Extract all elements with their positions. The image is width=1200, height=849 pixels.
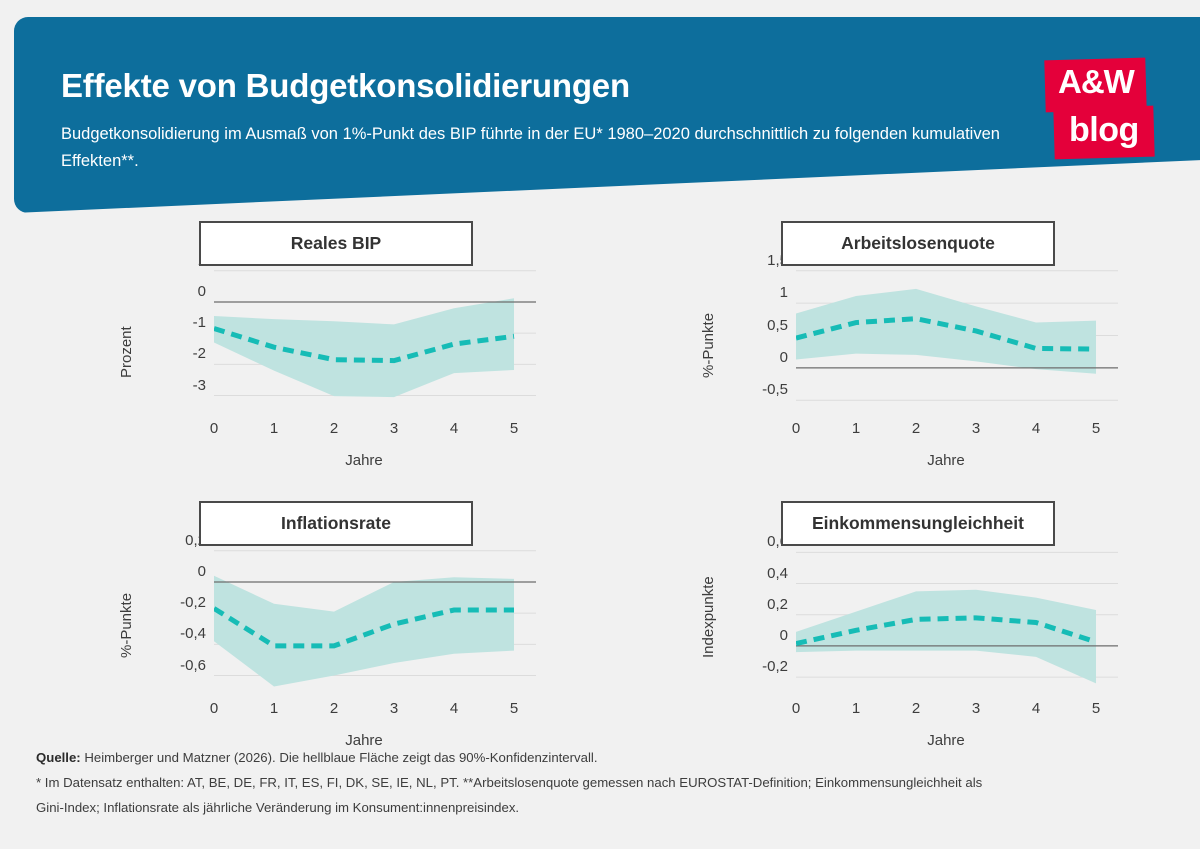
y-axis-tick-label: -0,5 (762, 381, 788, 399)
footnote-source: Quelle: Heimberger und Matzner (2026). D… (36, 745, 1166, 770)
page-title: Effekte von Budgetkonsolidierungen (61, 67, 630, 104)
x-axis-tick-label: 4 (1031, 700, 1041, 717)
y-axis-tick-label: -3 (192, 376, 206, 394)
y-axis-tick-label: -2 (192, 345, 206, 363)
x-axis-tick-label: 5 (1091, 700, 1101, 717)
x-axis-tick-label: 0 (791, 700, 801, 717)
x-axis-tick-label: 5 (509, 700, 519, 717)
series-line (214, 326, 515, 364)
chart-plot-reales-bip (214, 270, 536, 398)
x-axis-tick-label: 3 (389, 700, 399, 717)
series-line (796, 316, 1097, 352)
y-axis-tick-label: 0 (779, 626, 788, 644)
y-axis-tick-label: 0 (779, 348, 788, 366)
chart-panel-arbeitslosenquote: 1,5 1 0,5 0 -0,5 0 1 2 3 4 5 %-Punkte Jahre Arbeitslo… (678, 218, 1126, 469)
x-axis-title: Jahre (927, 732, 965, 749)
footnotes: Quelle: Heimberger und Matzner (2026). D… (36, 745, 1166, 820)
page-subtitle: Budgetkonsolidierung im Ausmaß von 1%-Pu… (61, 125, 1000, 170)
y-axis-title: Indexpunkte (700, 575, 717, 658)
x-axis-tick-label: 5 (509, 420, 519, 437)
chart-plot-einkommensungleichheit (796, 551, 1118, 684)
confidence-band (214, 575, 514, 687)
chart-plot-inflationsrate (214, 550, 536, 687)
chart-title-einkommensungleichheit: Einkommensungleichheit (781, 501, 1055, 546)
confidence-band (796, 288, 1096, 374)
series-line (214, 606, 514, 649)
y-axis-title: %-Punkte (118, 592, 135, 658)
x-axis-tick-label: 2 (911, 420, 921, 437)
x-axis-tick-label: 2 (329, 700, 339, 717)
x-axis-title: Jahre (345, 732, 383, 749)
x-axis-tick-label: 0 (209, 420, 219, 437)
footnote-source-label: Quelle: (36, 750, 81, 765)
x-axis-tick-label: 2 (911, 700, 921, 717)
x-axis-tick-label: 3 (971, 700, 981, 717)
chart-panel-inflationsrate: 0,2 0 -0,2 -0,4 -0,6 0 1 2 3 4 5 %-Punkte Jahre Infla… (96, 498, 544, 749)
x-axis-tick-label: 1 (851, 420, 861, 437)
x-axis-tick-label: 4 (449, 700, 459, 717)
x-axis-tick-label: 1 (269, 700, 279, 717)
y-axis-tick-label: 0 (197, 282, 206, 300)
logo-aw-text: A&W (1058, 63, 1135, 100)
y-axis-tick-label: -0,4 (180, 625, 206, 643)
chart-plot-arbeitslosenquote (796, 270, 1118, 401)
confidence-band (214, 298, 514, 398)
confidence-band (796, 589, 1096, 684)
y-axis-tick-label: -0,6 (180, 656, 206, 674)
header-banner-content: Effekte von Budgetkonsolidierungen Budge… (14, 17, 1200, 213)
y-axis-tick-label: -0,2 (762, 658, 788, 676)
y-axis-tick-label: -0,2 (180, 594, 206, 612)
footnote-note-line-1: * Im Datensatz enthalten: AT, BE, DE, FR… (36, 775, 983, 790)
chart-panel-reales-bip: 1 0 -1 -2 -3 0 1 2 3 4 5 Prozent Jahre Reales BIP (96, 218, 544, 469)
x-axis-title: Jahre (345, 452, 383, 469)
y-axis-tick-label: 0,2 (767, 595, 788, 613)
x-axis-tick-label: 2 (329, 420, 339, 437)
y-axis-title: %-Punkte (700, 312, 717, 378)
footnote-source-text: Heimberger und Matzner (2026). Die hellb… (80, 750, 598, 765)
y-axis-tick-label: 0,2 (185, 531, 206, 549)
aw-blog-logo[interactable]: A&W blog (1036, 57, 1155, 160)
x-axis-tick-label: 1 (851, 700, 861, 717)
chart-panel-einkommensungleichheit: 0,6 0,4 0,2 0 -0,2 0 1 2 3 4 5 Indexpunkte Jahre Eink… (678, 498, 1126, 749)
y-axis-tick-label: 0 (197, 562, 206, 580)
series-line (796, 615, 1097, 647)
x-axis-tick-label: 3 (971, 420, 981, 437)
chart-title-inflationsrate: Inflationsrate (199, 501, 473, 546)
y-axis-title: Prozent (118, 325, 135, 378)
y-axis-tick-label: -1 (192, 314, 206, 332)
x-axis-tick-label: 5 (1091, 420, 1101, 437)
y-axis-tick-label: 0,5 (767, 316, 788, 334)
x-axis-title: Jahre (927, 452, 965, 469)
y-axis-tick-label: 1 (779, 284, 788, 302)
footnote-note-line-2: Gini-Index; Inflationsrate als jährliche… (36, 800, 520, 815)
x-axis-tick-label: 4 (449, 420, 459, 437)
logo-blog-text: blog (1069, 111, 1139, 149)
x-axis-tick-label: 1 (269, 420, 279, 437)
x-axis-tick-label: 0 (209, 700, 219, 717)
y-axis-tick-label: 0,4 (767, 564, 788, 582)
y-axis-tick-label: 0,6 (767, 533, 788, 551)
y-axis-tick-label: 1 (136, 252, 206, 269)
x-axis-tick-label: 3 (389, 420, 399, 437)
x-axis-tick-label: 0 (791, 420, 801, 437)
chart-title-reales-bip: Reales BIP (199, 221, 473, 266)
x-axis-tick-label: 4 (1031, 420, 1041, 437)
y-axis-tick-label: 1,5 (767, 251, 788, 269)
chart-title-arbeitslosenquote: Arbeitslosenquote (781, 221, 1055, 266)
